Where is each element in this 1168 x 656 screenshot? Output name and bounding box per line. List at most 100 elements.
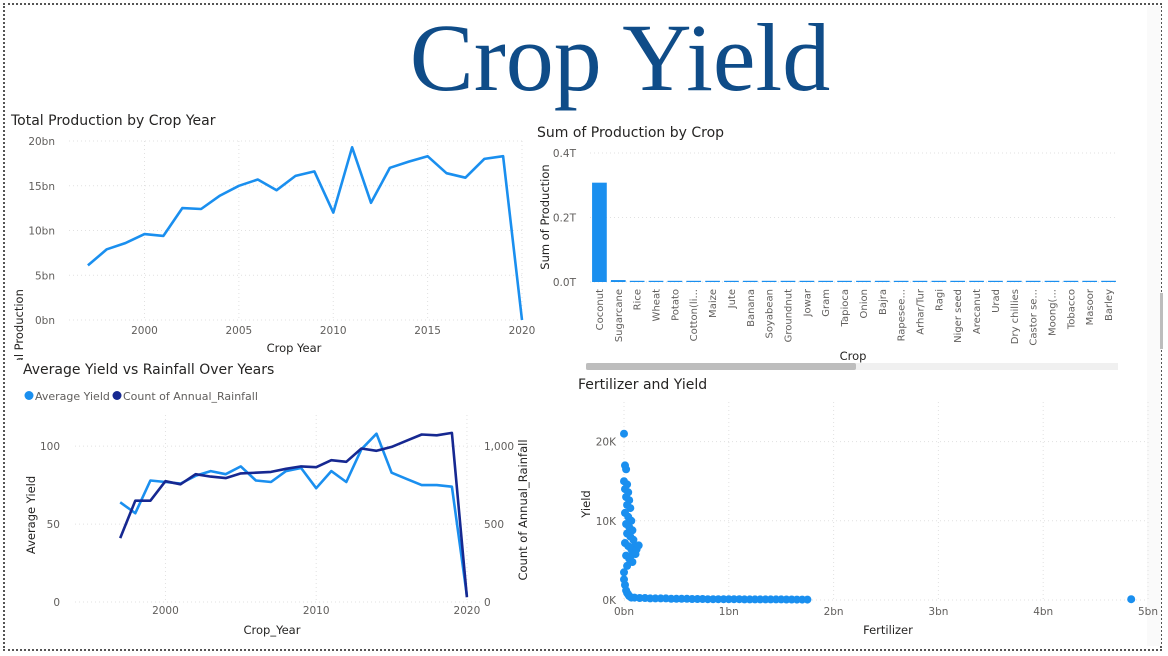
y-axis-title: Total Production bbox=[12, 289, 26, 360]
bar bbox=[1044, 280, 1060, 282]
x-tick-label: Potato bbox=[670, 289, 681, 321]
x-tick-label: Arhar/Tur bbox=[916, 288, 927, 335]
bar bbox=[856, 280, 871, 282]
fertilizer-yield-chart[interactable]: Fertilizer and Yield Yield Fertilizer 0K… bbox=[570, 370, 1160, 645]
x-tick-label: Jowar bbox=[802, 288, 813, 317]
page-scrollbar-track[interactable] bbox=[1147, 6, 1161, 646]
bar bbox=[686, 280, 702, 282]
x-tick-label: 2020 bbox=[509, 325, 536, 337]
x-tick-label: 2000 bbox=[152, 605, 179, 617]
x-tick-label: Dry chillies bbox=[1010, 289, 1021, 344]
bar bbox=[742, 280, 758, 282]
x-tick-label: Banana bbox=[746, 289, 757, 327]
legend-label-rainfall-count[interactable]: Count of Annual_Rainfall bbox=[123, 390, 258, 403]
bar bbox=[818, 280, 834, 282]
bar bbox=[1082, 280, 1098, 282]
x-tick-label: 2000 bbox=[131, 325, 158, 337]
y-tick-label: 0.4T bbox=[553, 148, 577, 160]
scatter-point bbox=[626, 504, 635, 513]
production-by-crop-chart[interactable]: Sum of Production by Crop Sum of Product… bbox=[520, 115, 1140, 375]
scatter-point bbox=[620, 568, 628, 577]
bar bbox=[912, 280, 928, 282]
chart-title: Total Production by Crop Year bbox=[10, 113, 216, 129]
y-tick-label: 20bn bbox=[28, 136, 55, 148]
x-tick-label: 2005 bbox=[226, 325, 253, 337]
x-tick-label: Rapesee... bbox=[897, 289, 908, 341]
x-tick-label: Tobacco bbox=[1066, 289, 1077, 330]
y-axis-right-title: Count of Annual_Rainfall bbox=[516, 439, 530, 580]
yield-vs-rainfall-chart[interactable]: Average Yield vs Rainfall Over Years Ave… bbox=[0, 355, 540, 645]
chart-title: Fertilizer and Yield bbox=[578, 377, 707, 393]
legend-label-average-yield[interactable]: Average Yield bbox=[35, 390, 110, 403]
x-tick-label: Gram bbox=[821, 289, 832, 317]
y-tick-label: 15bn bbox=[28, 181, 55, 193]
legend-marker-average-yield bbox=[24, 391, 34, 400]
bar bbox=[837, 280, 852, 282]
x-tick-label: 2010 bbox=[320, 325, 347, 337]
x-tick-label: 0bn bbox=[614, 606, 634, 618]
x-tick-label: 1bn bbox=[719, 606, 739, 618]
chart-title: Average Yield vs Rainfall Over Years bbox=[23, 362, 274, 378]
y-right-tick-label: 500 bbox=[484, 519, 504, 531]
y-tick-label: 100 bbox=[40, 441, 60, 453]
y-tick-label: 20K bbox=[596, 437, 617, 449]
x-tick-label: Castor se... bbox=[1029, 289, 1040, 346]
x-tick-label: Tapioca bbox=[840, 289, 851, 327]
bar bbox=[874, 280, 890, 282]
chart-title: Sum of Production by Crop bbox=[537, 125, 724, 141]
scatter-point bbox=[634, 541, 643, 550]
y-tick-label: 0 bbox=[53, 597, 60, 609]
bar bbox=[592, 182, 607, 282]
x-tick-label: Masoor bbox=[1085, 288, 1096, 325]
y-tick-label: 10K bbox=[596, 516, 617, 528]
bar bbox=[667, 280, 683, 282]
y-right-tick-label: 1,000 bbox=[484, 441, 514, 453]
x-tick-label: 2bn bbox=[824, 606, 844, 618]
y-axis-title: Sum of Production bbox=[538, 164, 552, 269]
scatter-point bbox=[1127, 595, 1136, 604]
x-tick-label: 4bn bbox=[1033, 606, 1053, 618]
x-tick-label: Niger seed bbox=[953, 289, 964, 343]
x-tick-label: Wheat bbox=[652, 289, 663, 322]
x-axis-title: Fertilizer bbox=[863, 623, 913, 637]
total-production-chart[interactable]: Total Production by Crop Year Total Prod… bbox=[0, 105, 540, 360]
x-tick-label: 2020 bbox=[454, 605, 481, 617]
x-tick-label: Bajra bbox=[878, 289, 889, 315]
x-tick-label: 3bn bbox=[928, 606, 948, 618]
x-tick-label: Urad bbox=[991, 289, 1002, 313]
bar bbox=[629, 280, 645, 282]
x-tick-label: 2015 bbox=[414, 325, 441, 337]
x-axis-title: Crop_Year bbox=[244, 623, 301, 637]
y-tick-label: 0.2T bbox=[553, 213, 577, 225]
bar bbox=[931, 280, 947, 282]
x-axis-title: Crop bbox=[840, 349, 867, 363]
y-axis-title: Average Yield bbox=[24, 476, 38, 554]
y-tick-label: 0bn bbox=[35, 315, 55, 327]
x-tick-label: Moong(... bbox=[1048, 289, 1059, 336]
y-tick-label: 50 bbox=[47, 519, 60, 531]
scatter-point bbox=[803, 595, 812, 604]
bar bbox=[780, 280, 796, 282]
page-title: Crop Yield bbox=[409, 4, 831, 111]
x-tick-label: Groundnut bbox=[784, 289, 795, 342]
x-tick-label: Cotton(li... bbox=[689, 289, 700, 341]
bar bbox=[950, 280, 966, 282]
y-right-tick-label: 0 bbox=[484, 597, 491, 609]
x-tick-label: 5bn bbox=[1138, 606, 1158, 618]
x-axis-title: Crop Year bbox=[267, 341, 322, 355]
scatter-point bbox=[623, 561, 632, 570]
x-tick-label: 2010 bbox=[303, 605, 330, 617]
page-scrollbar-thumb[interactable] bbox=[1160, 293, 1163, 349]
bar bbox=[1063, 280, 1079, 282]
bar bbox=[1025, 280, 1041, 282]
x-tick-label: Jute bbox=[727, 289, 738, 309]
x-scrollbar-thumb[interactable] bbox=[586, 363, 856, 370]
scatter-point bbox=[620, 429, 628, 438]
legend-marker-rainfall-count bbox=[112, 391, 122, 400]
y-tick-label: 10bn bbox=[28, 226, 55, 238]
y-tick-label: 0.0T bbox=[553, 277, 577, 289]
x-tick-label: Barley bbox=[1104, 289, 1115, 321]
bar bbox=[1006, 280, 1022, 282]
bar bbox=[893, 280, 909, 282]
